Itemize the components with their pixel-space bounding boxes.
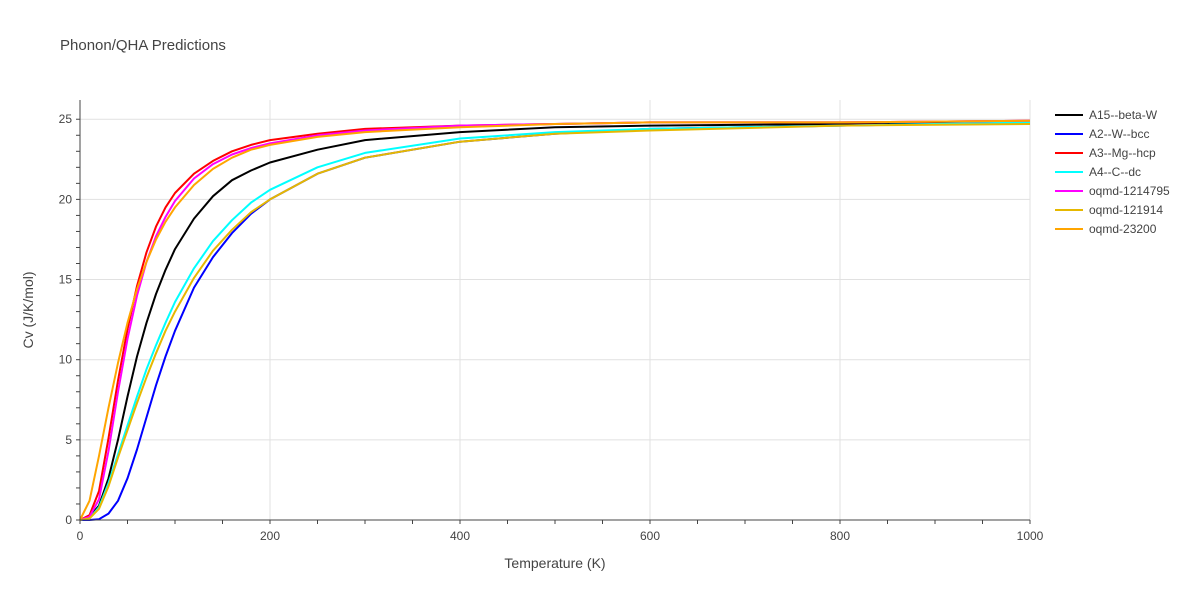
chart-title: Phonon/QHA Predictions: [60, 37, 226, 54]
x-tick-labels: 0 200 400 600 800 1000: [77, 529, 1044, 543]
legend-label: A4--C--dc: [1089, 165, 1141, 179]
legend: A15--beta-W A2--W--bcc A3--Mg--hcp A4--C--d…: [1055, 108, 1170, 236]
legend-label: A2--W--bcc: [1089, 127, 1149, 141]
y-tick-labels: 0 5 10 15 20 25: [59, 112, 73, 527]
x-tick-label: 800: [830, 529, 850, 543]
series-line: [79, 119, 1031, 521]
series-line: [80, 121, 1031, 521]
y-tick-label: 0: [65, 513, 72, 527]
x-tick-label: 400: [450, 529, 470, 543]
y-axis-label: Cv (J/K/mol): [20, 272, 36, 349]
y-tick-label: 25: [59, 112, 73, 126]
x-axis-label: Temperature (K): [504, 555, 605, 571]
y-tick-label: 15: [59, 273, 73, 287]
series-line: [79, 121, 1031, 521]
legend-label: A15--beta-W: [1089, 108, 1158, 122]
axes: [76, 100, 1031, 524]
x-tick-label: 1000: [1017, 529, 1044, 543]
series-line: [79, 119, 1031, 521]
series-line: [79, 119, 1031, 521]
legend-label: oqmd-121914: [1089, 203, 1163, 217]
legend-label: oqmd-1214795: [1089, 184, 1170, 198]
series-line: [79, 123, 1031, 521]
plot-lines: [79, 119, 1031, 521]
y-tick-label: 10: [59, 353, 73, 367]
series-line: [79, 121, 1031, 521]
grid: [80, 100, 1031, 520]
x-tick-label: 0: [77, 529, 84, 543]
x-tick-label: 200: [260, 529, 280, 543]
x-tick-label: 600: [640, 529, 660, 543]
y-tick-label: 5: [65, 433, 72, 447]
legend-label: A3--Mg--hcp: [1089, 146, 1156, 160]
legend-label: oqmd-23200: [1089, 222, 1157, 236]
y-tick-label: 20: [59, 192, 73, 206]
